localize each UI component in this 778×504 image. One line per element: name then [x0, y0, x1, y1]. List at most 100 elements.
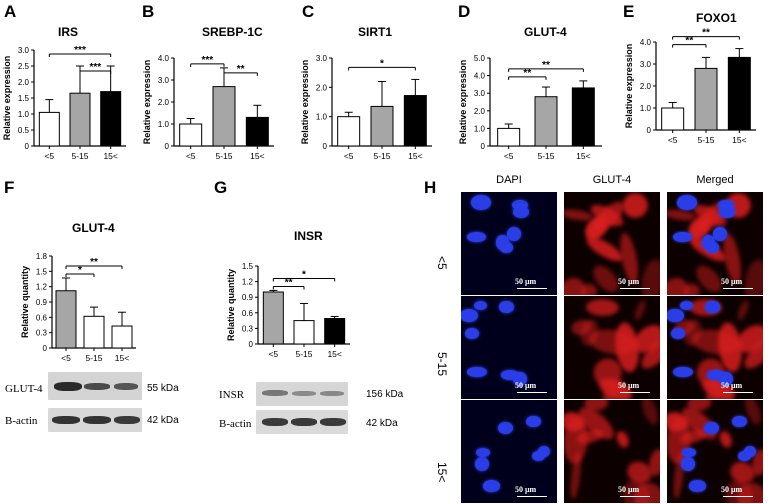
chart-b-bar — [245, 116, 269, 147]
blot-g-bottom-label: B-actin — [219, 418, 252, 430]
micro-row-label-5-15: 5-15 — [435, 352, 449, 377]
scale-bar-label: 50 μm — [721, 277, 743, 286]
blot-f-top-label: GLUT-4 — [5, 383, 43, 395]
micro-image-1-1: 50 μm — [564, 296, 660, 399]
panel-label-h: H — [424, 178, 437, 197]
chart-f-bar — [83, 315, 105, 349]
chart-g-ytick-label: 1.2 — [242, 278, 254, 287]
chart-f-bar — [111, 325, 133, 349]
scale-bar — [723, 496, 753, 497]
scale-bar — [517, 392, 547, 393]
scale-bar — [620, 288, 650, 289]
scale-bar-label: 50 μm — [721, 381, 743, 390]
chart-f-title: GLUT-4 — [72, 221, 115, 235]
chart-d-sig-label: ** — [542, 60, 550, 71]
chart-d-bar — [497, 127, 521, 147]
chart-a-ylabel: Relative expression — [2, 56, 12, 141]
chart-g-ytick-label: 0.3 — [242, 324, 254, 333]
micro-image-2-2: 50 μm — [667, 400, 763, 503]
chart-f-xtick-label: <5 — [61, 353, 71, 363]
panel-label-b: B — [142, 2, 155, 21]
chart-a-bar — [69, 92, 91, 147]
chart-b-xtick-label: <5 — [186, 151, 196, 161]
chart-g-title: INSR — [294, 229, 323, 243]
chart-a-ytick-label: 1.5 — [18, 94, 30, 103]
panel-label-d: D — [458, 2, 471, 21]
chart-f-ytick-label: 1.5 — [36, 267, 48, 276]
chart-c-ytick-label: 1.0 — [316, 113, 328, 122]
chart-a-ytick-label: 0.5 — [18, 126, 30, 135]
chart-b-sig-label: ** — [237, 64, 245, 75]
chart-c-ytick-label: 3.0 — [316, 54, 328, 63]
blot-g-bottom-kda: 42 kDa — [366, 418, 398, 429]
chart-g-bar — [324, 318, 346, 345]
chart-c-bar — [403, 95, 427, 147]
blot-f-top-kda: 55 kDa — [147, 383, 179, 394]
chart-b-sig-label: *** — [201, 55, 213, 66]
chart-f-ylabel: Relative quantity — [20, 266, 30, 338]
micro-image-1-0: 50 μm — [564, 192, 660, 295]
chart-g-bar — [293, 320, 315, 345]
chart-f-ytick-label: 0.3 — [36, 329, 48, 338]
chart-a-sig-label: *** — [89, 62, 101, 73]
micro-header-merged: Merged — [696, 174, 734, 186]
chart-g-ytick-label: 0.9 — [242, 293, 254, 302]
chart-g-ytick-label: 0.6 — [242, 309, 254, 318]
micro-image-1-2: 50 μm — [564, 400, 660, 503]
chart-d-bar — [571, 87, 595, 147]
chart-c-bar — [370, 105, 394, 147]
panel-label-g: G — [214, 178, 228, 197]
chart-a-sig-label: *** — [74, 45, 86, 56]
chart-glut4-mrna: GLUT-4 Relative expression 0 1.0 2.0 3.0 4.0 5.… — [458, 25, 602, 161]
chart-e-ytick-label: 3.0 — [640, 60, 652, 69]
chart-a-xtick-label: 5-15 — [71, 151, 88, 161]
chart-g-sig-label: * — [302, 269, 306, 280]
panel-label-f: F — [4, 178, 15, 197]
chart-c-ytick-label: 0 — [323, 142, 328, 151]
chart-e-ytick-label: 1.0 — [640, 104, 652, 113]
chart-a-title: IRS — [58, 25, 78, 39]
chart-b-ytick-label: 3.0 — [158, 76, 170, 85]
chart-f-sig-label: ** — [90, 257, 98, 268]
chart-e-bar — [661, 107, 685, 131]
chart-e-title: FOXO1 — [696, 11, 737, 25]
micro-row-label-gt15: 15< — [435, 462, 449, 483]
chart-d-ylabel: Relative expression — [458, 60, 468, 145]
chart-e-ylabel: Relative expression — [624, 44, 634, 129]
blot-g-top-label: INSR — [219, 389, 245, 401]
chart-f-ytick-label: 1.2 — [36, 283, 48, 292]
chart-f-ytick-label: 1.8 — [36, 252, 48, 261]
chart-c-xtick-label: 15< — [408, 151, 422, 161]
chart-irs: IRS Relative expression 0 0.5 1.0 1.5 2.0 2.5 3.… — [2, 25, 126, 161]
micro-image-2-0: 50 μm — [667, 192, 763, 295]
chart-f-sig-label: * — [78, 265, 82, 276]
scale-bar — [517, 288, 547, 289]
scale-bar — [723, 288, 753, 289]
blot-f-bottom-label: B-actin — [5, 415, 38, 427]
chart-b-ytick-label: 4.0 — [158, 54, 170, 63]
chart-c-sig-label: * — [380, 58, 384, 69]
scale-bar-label: 50 μm — [618, 381, 640, 390]
chart-g-ytick-label: 1.5 — [242, 262, 254, 271]
scale-bar-label: 50 μm — [515, 277, 537, 286]
chart-d-xtick-label: 5-15 — [537, 151, 554, 161]
micro-image-0-1: 50 μm — [461, 296, 557, 399]
chart-b-ylabel: Relative expression — [142, 60, 152, 145]
chart-c-title: SIRT1 — [358, 25, 392, 39]
chart-b-xtick-label: 5-15 — [215, 151, 232, 161]
chart-a-bar — [100, 91, 122, 147]
scale-bar-label: 50 μm — [515, 381, 537, 390]
chart-c-bar — [337, 116, 361, 147]
chart-b-ytick-label: 0 — [165, 142, 170, 151]
chart-c-ytick-label: 2.0 — [316, 83, 328, 92]
chart-f-bar — [55, 290, 77, 349]
chart-g-xtick-label: 5-15 — [295, 349, 312, 359]
chart-g-xtick-label: <5 — [268, 349, 278, 359]
blot-f-glut4-image — [48, 372, 142, 400]
chart-glut4-protein: GLUT-4 Relative quantity 0 0.3 0.6 0.9 1.2 1.5 1… — [20, 221, 136, 363]
chart-e-sig-label: ** — [685, 36, 693, 47]
panel-label-c: C — [302, 2, 315, 21]
chart-f-ytick-label: 0 — [43, 344, 48, 353]
chart-g-ylabel: Relative quantity — [226, 269, 236, 341]
blot-g-actin-image — [256, 410, 348, 434]
